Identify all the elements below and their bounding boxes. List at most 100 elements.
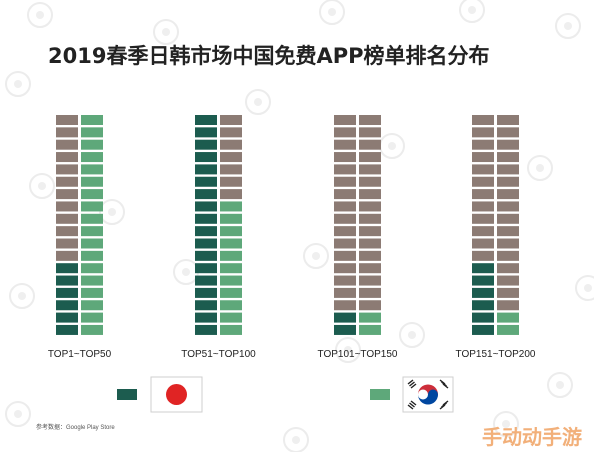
bar-cell-korea xyxy=(81,226,103,237)
bar-cell-empty xyxy=(56,139,78,150)
bar-cell-empty xyxy=(472,164,494,175)
bar-cell-empty xyxy=(220,115,242,125)
bar-cell-korea xyxy=(359,324,381,335)
japan-flag-icon xyxy=(150,376,203,413)
bar-cell-empty xyxy=(359,263,381,274)
watermark-mark xyxy=(5,71,31,97)
bar-cell-empty xyxy=(56,238,78,249)
bar-cell-empty xyxy=(334,263,356,274)
watermark-mark xyxy=(9,283,35,309)
bar-cell-empty xyxy=(56,115,78,125)
legend-swatch-korea xyxy=(370,389,390,400)
watermark-mark xyxy=(99,199,125,225)
bar-cell-japan xyxy=(56,324,78,335)
bar-cell-japan xyxy=(195,152,217,163)
watermark-mark xyxy=(493,411,519,437)
watermark-mark xyxy=(153,19,179,45)
source-note: 参考数据：Google Play Store xyxy=(36,423,115,431)
bar-cell-japan xyxy=(195,324,217,335)
bar-cell-empty xyxy=(334,250,356,261)
bar-cell-korea xyxy=(81,287,103,298)
bar-cell-empty xyxy=(56,164,78,175)
bar-cell-empty xyxy=(472,127,494,138)
bar-cell-korea xyxy=(81,324,103,335)
bar-cell-korea xyxy=(81,263,103,274)
bar-cell-empty xyxy=(359,201,381,212)
korea-flag-icon xyxy=(402,376,454,413)
bar-cell-japan xyxy=(195,127,217,138)
bar-cell-empty xyxy=(220,189,242,200)
watermark-mark xyxy=(5,401,31,427)
bar-cell-korea xyxy=(220,263,242,274)
bar-cell-korea xyxy=(220,238,242,249)
bar-cell-korea xyxy=(81,152,103,163)
bar-cell-empty xyxy=(359,213,381,224)
bar-cell-empty xyxy=(472,226,494,237)
watermark-layer xyxy=(5,0,594,452)
bar-cell-korea xyxy=(359,312,381,323)
bar-cell-japan xyxy=(195,287,217,298)
bar-cell-empty xyxy=(359,127,381,138)
bar-cell-empty xyxy=(56,226,78,237)
bar-cell-empty xyxy=(359,226,381,237)
bar-cell-japan xyxy=(56,300,78,311)
bar-cell-korea xyxy=(81,275,103,286)
watermark-mark xyxy=(173,259,199,285)
bar-cell-empty xyxy=(359,287,381,298)
bar-cell-korea xyxy=(220,275,242,286)
bar-cell-empty xyxy=(497,176,519,187)
bar-cell-japan xyxy=(472,300,494,311)
bar-cell-korea xyxy=(497,324,519,335)
watermark-mark xyxy=(303,243,329,269)
bar-cell-empty xyxy=(359,139,381,150)
watermark-mark xyxy=(335,337,361,363)
bar-cell-empty xyxy=(334,213,356,224)
bar-cell-japan xyxy=(56,275,78,286)
bar-cell-empty xyxy=(334,275,356,286)
watermark-mark xyxy=(527,155,553,181)
bar-cell-empty xyxy=(56,176,78,187)
watermark-mark xyxy=(575,275,594,301)
bar-cell-empty xyxy=(56,152,78,163)
bar-cell-empty xyxy=(220,164,242,175)
bar-cell-empty xyxy=(334,115,356,125)
bar-cell-japan xyxy=(195,275,217,286)
bar-cell-japan xyxy=(334,312,356,323)
watermark-mark xyxy=(459,0,485,23)
bar-cell-empty xyxy=(472,115,494,125)
bar-cell-empty xyxy=(359,115,381,125)
bar-cell-empty xyxy=(56,213,78,224)
bar-cell-korea xyxy=(81,189,103,200)
bar-cell-empty xyxy=(497,287,519,298)
bar-cell-japan xyxy=(472,263,494,274)
bar-cell-empty xyxy=(497,189,519,200)
bar-cell-empty xyxy=(472,250,494,261)
bar-cell-japan xyxy=(56,287,78,298)
bar-cell-japan xyxy=(195,312,217,323)
category-label: TOP101~TOP150 xyxy=(318,349,398,360)
watermark-mark xyxy=(555,13,581,39)
bar-cell-korea xyxy=(81,250,103,261)
legend xyxy=(117,376,454,413)
bar-cell-japan xyxy=(472,287,494,298)
bar-cell-empty xyxy=(497,300,519,311)
bar-cell-empty xyxy=(220,152,242,163)
bar-cell-empty xyxy=(334,201,356,212)
bar-cell-empty xyxy=(56,250,78,261)
watermark-mark xyxy=(245,89,271,115)
bar-cell-empty xyxy=(497,201,519,212)
bar-cell-empty xyxy=(359,275,381,286)
bar-cell-empty xyxy=(359,300,381,311)
bar-cell-korea xyxy=(497,312,519,323)
bar-cell-empty xyxy=(334,189,356,200)
bar-cell-empty xyxy=(359,164,381,175)
watermark-mark xyxy=(547,372,573,398)
bar-cell-korea xyxy=(220,226,242,237)
watermark-mark xyxy=(399,322,425,348)
group-labels: TOP1~TOP50 TOP51~TOP100 TOP101~TOP150 TOP15… xyxy=(48,349,536,360)
bar-cell-japan xyxy=(195,263,217,274)
bar-cell-korea xyxy=(220,213,242,224)
category-label: TOP51~TOP100 xyxy=(181,349,256,360)
bar-cell-empty xyxy=(497,275,519,286)
category-label: TOP1~TOP50 xyxy=(48,349,112,360)
